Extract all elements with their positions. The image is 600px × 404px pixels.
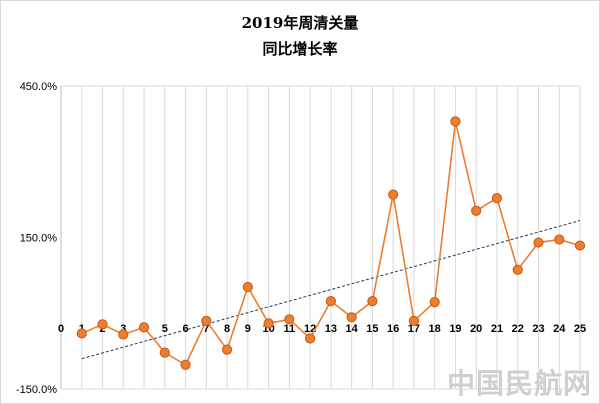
data-point — [512, 264, 523, 275]
x-tick-label: 12 — [304, 323, 316, 335]
data-point — [118, 329, 129, 340]
data-point — [429, 297, 440, 308]
x-tick-label: 13 — [325, 323, 337, 335]
y-tick-label: 450.0% — [20, 81, 58, 93]
x-tick-label: 0 — [58, 323, 64, 335]
data-point — [263, 318, 274, 329]
data-point — [138, 322, 150, 333]
data-point — [159, 347, 170, 358]
x-tick-label: 9 — [245, 323, 251, 335]
data-point — [450, 116, 461, 127]
x-tick-label: 16 — [387, 323, 399, 335]
x-tick-label: 3 — [120, 323, 126, 335]
x-tick-label: 14 — [346, 323, 359, 335]
x-tick-label: 7 — [203, 323, 209, 335]
data-point — [346, 312, 357, 323]
data-point — [554, 234, 565, 245]
x-tick-label: 15 — [366, 323, 378, 335]
data-point — [305, 333, 316, 344]
y-tick-label: 150.0% — [20, 233, 58, 245]
x-tick-label: 21 — [491, 323, 503, 335]
data-point — [180, 359, 191, 370]
data-point — [325, 296, 336, 307]
data-point — [201, 315, 212, 326]
data-point — [367, 296, 378, 307]
x-tick-label: 23 — [532, 323, 544, 335]
data-point — [471, 205, 482, 216]
x-tick-label: 11 — [284, 323, 296, 335]
x-tick-labels: 0123456789101112131415161718192021222324… — [58, 323, 586, 335]
data-point — [284, 314, 295, 325]
data-points — [76, 116, 586, 370]
data-point — [408, 315, 420, 326]
data-point — [574, 240, 586, 251]
data-point — [242, 281, 253, 293]
x-tick-label: 24 — [553, 323, 566, 335]
x-tick-label: 18 — [429, 323, 441, 335]
data-point — [97, 319, 108, 330]
watermark: 中国民航网 — [446, 367, 592, 400]
x-tick-label: 25 — [574, 323, 586, 335]
data-point — [221, 344, 233, 355]
x-tick-label: 6 — [182, 323, 188, 335]
x-tick-label: 5 — [162, 323, 168, 335]
data-point — [76, 328, 87, 339]
trendline — [81, 220, 581, 360]
x-tick-label: 8 — [224, 323, 230, 335]
data-point — [533, 237, 544, 248]
x-tick-label: 17 — [408, 323, 420, 335]
x-tick-label: 22 — [512, 323, 524, 335]
chart-title-line-1: 2019年周清关量 — [242, 14, 359, 32]
x-tick-label: 19 — [449, 323, 461, 335]
y-tick-label: -150.0% — [16, 384, 57, 396]
x-tick-label: 20 — [470, 323, 482, 335]
data-point — [388, 189, 399, 200]
data-point — [491, 193, 503, 204]
vertical-gridlines — [60, 86, 581, 389]
chart-title-line-2: 同比增长率 — [262, 40, 337, 58]
